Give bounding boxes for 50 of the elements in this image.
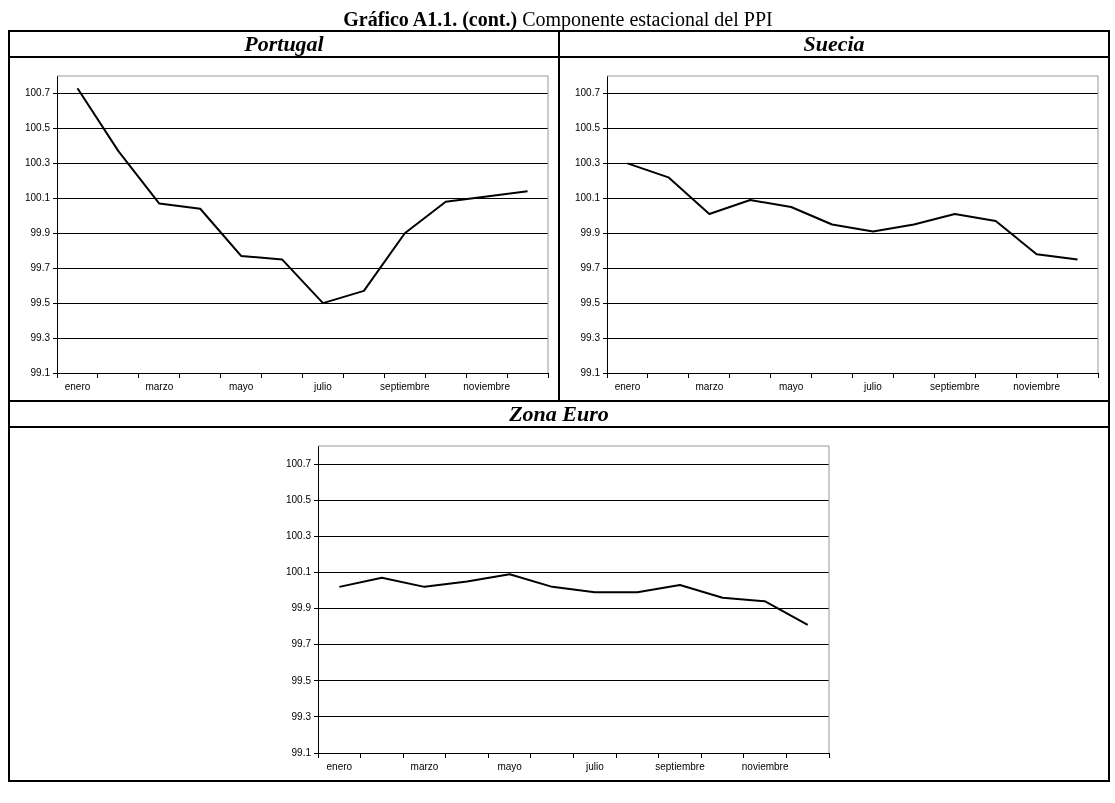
x-tick-label: julio [313, 380, 333, 392]
y-tick-label: 99.5 [580, 296, 601, 308]
y-tick-label: 99.5 [291, 674, 312, 686]
y-tick-label: 99.3 [291, 710, 312, 722]
y-tick-label: 100.3 [285, 530, 312, 542]
text: Componente estacional del PPI [521, 8, 773, 30]
chart-title: Portugal [9, 31, 559, 57]
x-tick-label: mayo [778, 380, 804, 392]
x-tick-label: julio [584, 760, 605, 772]
x-tick-label: mayo [228, 380, 254, 392]
y-tick-label: 99.9 [580, 226, 601, 238]
y-tick-label: 100.5 [574, 122, 601, 134]
x-tick-label: noviembre [741, 760, 789, 772]
x-tick-label: septiembre [930, 380, 980, 392]
y-tick-label: 100.7 [285, 457, 312, 469]
x-tick-label: enero [64, 380, 91, 392]
y-tick-label: 99.9 [291, 602, 312, 614]
x-tick-label: mayo [497, 760, 523, 772]
x-tick-label: noviembre [463, 380, 511, 392]
y-tick-label: 99.7 [291, 638, 312, 650]
y-tick-label: 99.1 [291, 746, 312, 758]
y-tick-label: 99.3 [30, 331, 51, 343]
y-tick-label: 99.7 [30, 261, 51, 273]
y-tick-label: 100.7 [24, 87, 51, 99]
x-tick-label: noviembre [1013, 380, 1061, 392]
y-tick-label: 99.7 [580, 261, 601, 273]
x-tick-label: septiembre [655, 760, 706, 772]
y-tick-label: 100.1 [574, 192, 601, 204]
x-tick-label: enero [326, 760, 353, 772]
y-tick-label: 100.1 [24, 192, 51, 204]
y-tick-label: 99.1 [580, 366, 601, 378]
y-tick-label: 99.3 [580, 331, 601, 343]
chart-title: Suecia [559, 31, 1109, 57]
y-tick-label: 99.5 [30, 296, 51, 308]
y-tick-label: 99.1 [30, 366, 51, 378]
y-tick-label: 100.3 [574, 157, 601, 169]
x-tick-label: enero [614, 380, 641, 392]
chart-title: Zona Euro [9, 401, 1109, 427]
x-tick-label: marzo [695, 380, 724, 392]
y-tick-label: 99.9 [30, 226, 51, 238]
text: Gráfico A1.1. (cont.) [343, 8, 518, 30]
y-tick-label: 100.7 [574, 87, 601, 99]
y-tick-label: 100.1 [285, 566, 312, 578]
y-tick-label: 100.3 [24, 157, 51, 169]
x-tick-label: julio [863, 380, 883, 392]
y-tick-label: 100.5 [285, 493, 312, 505]
x-tick-label: septiembre [380, 380, 430, 392]
x-tick-label: marzo [410, 760, 439, 772]
y-tick-label: 100.5 [24, 122, 51, 134]
x-tick-label: marzo [145, 380, 174, 392]
